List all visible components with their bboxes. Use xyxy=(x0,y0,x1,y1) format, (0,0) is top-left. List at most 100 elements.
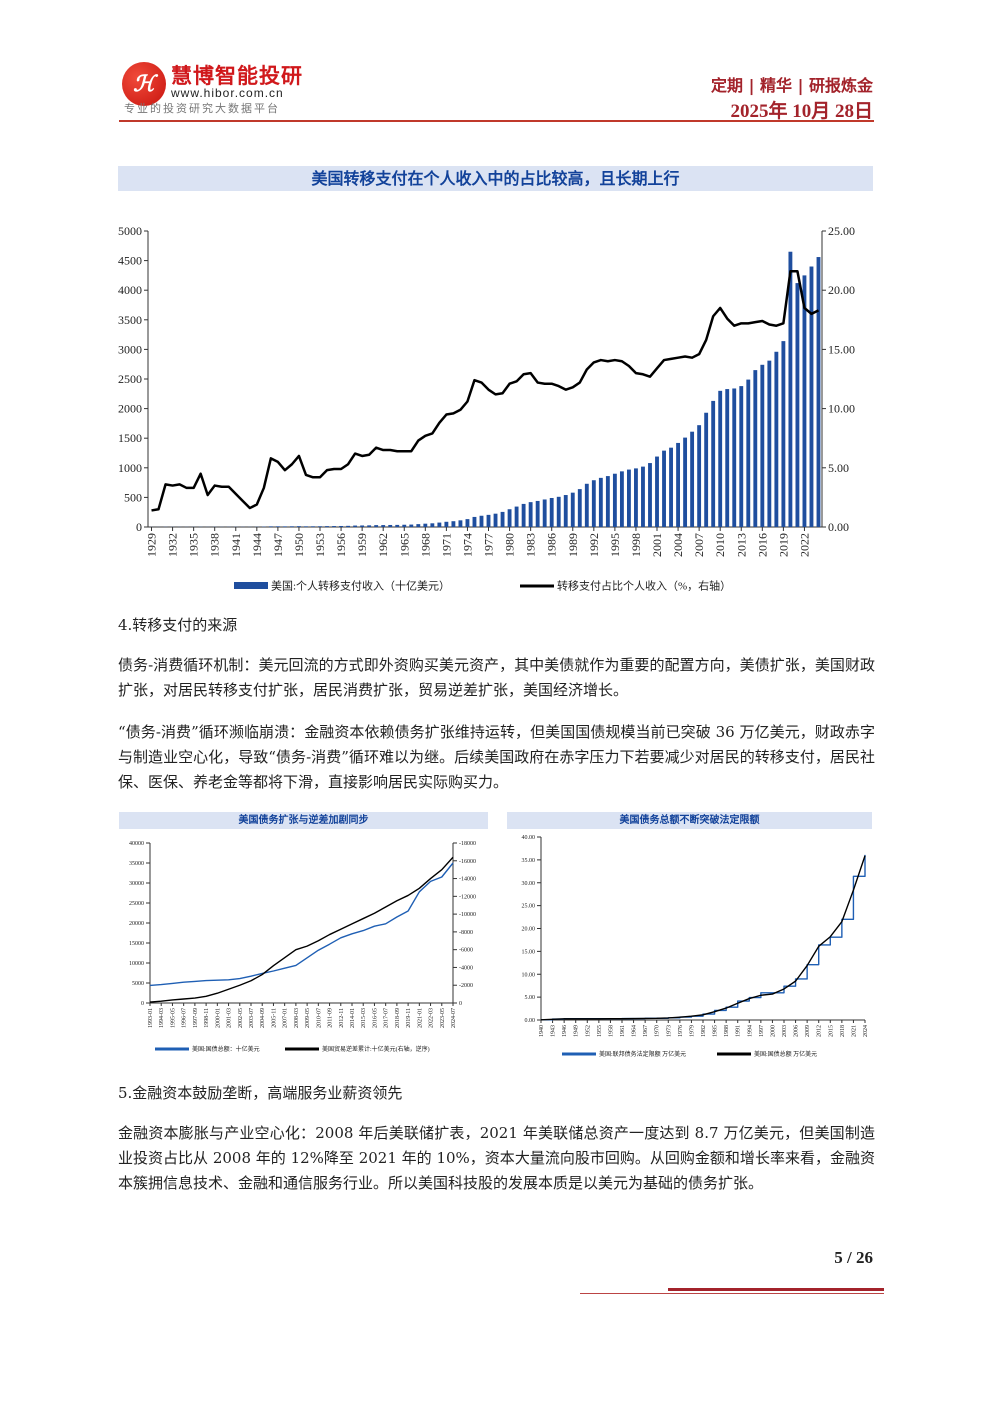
bar xyxy=(493,513,498,527)
x-tick-label: 1964 xyxy=(632,1025,638,1037)
x-tick-label: 2006 xyxy=(794,1025,800,1037)
x-tick-label: 2005-11 xyxy=(271,1008,277,1028)
bar xyxy=(704,412,709,527)
y-tick-label-right: 10.00 xyxy=(828,402,855,416)
bar xyxy=(570,492,575,527)
y-tick-label-left: 1500 xyxy=(118,431,142,445)
x-tick-label: 1932 xyxy=(166,533,180,557)
x-tick-label: 1986 xyxy=(545,533,559,557)
bar xyxy=(465,519,470,527)
y-tick-label-left: 35000 xyxy=(129,861,144,867)
bar xyxy=(739,386,744,527)
x-tick-label: 1943 xyxy=(551,1025,557,1037)
bar xyxy=(381,525,386,527)
bar xyxy=(626,469,631,527)
y-tick-label-left: 4500 xyxy=(118,254,142,268)
y-tick-label-right: -6000 xyxy=(459,948,473,954)
x-tick-label: 1980 xyxy=(503,533,517,557)
x-tick-label: 1992 xyxy=(587,533,601,557)
x-tick-label: 2004 xyxy=(671,533,685,557)
series-line xyxy=(149,862,454,987)
y-tick-label-left: 40.00 xyxy=(522,835,536,841)
x-tick-label: 2008-03 xyxy=(294,1008,300,1028)
y-tick-label-right: -4000 xyxy=(459,965,473,971)
x-tick-label: 2022-03 xyxy=(429,1008,435,1028)
y-tick-label-right: 0 xyxy=(459,1001,462,1007)
y-tick-label-left: 15000 xyxy=(129,941,144,947)
y-tick-label-left: 40000 xyxy=(129,841,144,847)
bar xyxy=(514,506,519,527)
bar xyxy=(556,496,561,527)
x-tick-label: 2010-07 xyxy=(316,1008,322,1028)
bar xyxy=(444,521,449,527)
brand-url[interactable]: www.hibor.com.cn xyxy=(171,86,284,100)
x-tick-label: 2000-01 xyxy=(215,1008,221,1028)
paragraph-cycle-collapse: “债务-消费”循环濒临崩溃：金融资本依赖债务扩张维持运转，但美国国债规模当前已突… xyxy=(118,723,875,791)
y-tick-label-left: 1000 xyxy=(118,461,142,475)
bar xyxy=(409,524,414,527)
x-tick-label: 1949 xyxy=(574,1025,580,1037)
x-tick-label: 1993-01 xyxy=(148,1008,154,1028)
x-tick-label: 2003 xyxy=(782,1025,788,1037)
x-tick-label: 1967 xyxy=(643,1025,649,1037)
bar xyxy=(318,526,322,527)
paragraph-financial-capital: 金融资本膨胀与产业空心化：2008 年后美联储扩表，2021 年美联储总资产一度… xyxy=(118,1124,875,1192)
transfer-payments-chart: 0 500 1000 1500 2000 2500 3000 3500 4000 4500 5000… xyxy=(118,224,855,593)
bar xyxy=(655,456,659,527)
x-tick-label: 1997 xyxy=(759,1025,765,1037)
x-tick-label: 1989 xyxy=(566,533,580,557)
y-tick-label-right: 5.00 xyxy=(828,461,849,475)
x-tick-label: 1991 xyxy=(736,1025,742,1037)
hibor-logo-mark: ℋ xyxy=(122,62,166,106)
x-tick-label: 1947 xyxy=(271,533,285,557)
header-tagline: 定期 | 精华 | 研报炼金 xyxy=(711,76,873,95)
x-tick-label: 1965 xyxy=(397,533,411,557)
x-tick-label: 1952 xyxy=(585,1025,591,1037)
x-tick-label: 1962 xyxy=(376,533,390,557)
x-tick-label: 2014-01 xyxy=(350,1008,356,1028)
x-tick-label: 2018 xyxy=(840,1025,846,1037)
y-tick-label-right: 20.00 xyxy=(828,283,855,297)
y-tick-label-left: 4000 xyxy=(118,283,142,297)
bar xyxy=(388,524,393,527)
bar xyxy=(781,341,786,527)
x-tick-label: 1982 xyxy=(701,1025,707,1037)
bar xyxy=(304,526,308,527)
x-tick-label: 1956 xyxy=(334,533,348,557)
series-line xyxy=(149,856,454,1003)
x-tick-label: 2023-05 xyxy=(440,1008,446,1028)
x-tick-label: 2002-05 xyxy=(238,1008,244,1028)
x-tick-label: 1983 xyxy=(524,533,538,557)
y-tick-label-left: 15.00 xyxy=(522,949,536,955)
bar xyxy=(297,526,301,527)
x-tick-label: 2015-03 xyxy=(361,1008,367,1028)
y-tick-label-left: 30.00 xyxy=(522,881,536,887)
x-tick-label: 1979 xyxy=(689,1025,695,1037)
y-tick-label-left: 25.00 xyxy=(522,904,536,910)
bar xyxy=(325,526,329,527)
legend-label: 美国:个人转移支付收入（十亿美元） xyxy=(271,579,450,593)
bar xyxy=(634,468,638,527)
x-tick-label: 2015 xyxy=(828,1025,834,1037)
x-tick-label: 1995 xyxy=(608,533,622,557)
x-tick-label: 1959 xyxy=(355,533,369,557)
bar xyxy=(732,388,737,527)
x-tick-label: 1968 xyxy=(418,533,432,557)
bar xyxy=(662,450,666,527)
x-tick-label: 1950 xyxy=(292,533,306,557)
bar xyxy=(367,525,372,527)
legend-label: 美国:联邦债务法定限额 万亿美元 xyxy=(599,1050,686,1058)
x-tick-label: 1941 xyxy=(229,533,243,557)
x-tick-label: 1995-05 xyxy=(170,1008,176,1028)
series-line xyxy=(540,855,866,1021)
bar xyxy=(605,476,610,527)
x-tick-label: 1971 xyxy=(439,533,453,557)
x-tick-label: 2007-01 xyxy=(283,1008,289,1028)
bar xyxy=(479,515,484,527)
y-tick-label-right: -14000 xyxy=(459,877,476,883)
bar xyxy=(430,523,435,527)
y-tick-label-left: 30000 xyxy=(129,881,144,887)
bar xyxy=(549,497,554,527)
legend-swatch-bar xyxy=(234,582,268,589)
x-tick-label: 2012 xyxy=(817,1025,823,1037)
